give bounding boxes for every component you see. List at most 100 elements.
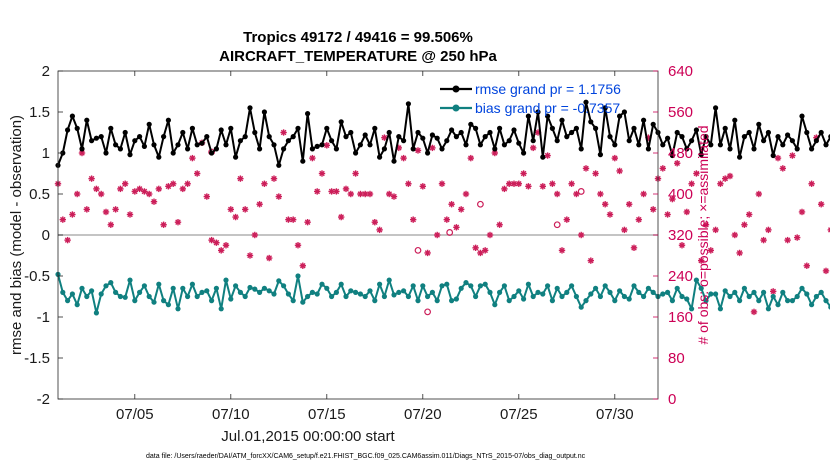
bias-point (372, 298, 378, 304)
rmse-point (357, 142, 363, 148)
obs-marker-stroke (708, 247, 714, 254)
rmse-point (204, 134, 210, 140)
bias-point (199, 289, 205, 295)
rmse-point (780, 142, 786, 148)
obs-assimilated-point (750, 308, 758, 316)
series-layer (55, 99, 830, 316)
bias-point (185, 293, 191, 300)
obs-assimilated-point (477, 249, 484, 257)
obs-assimilated-point (59, 216, 66, 223)
rmse-point (218, 127, 224, 133)
obs-assimilated-point (122, 180, 129, 187)
obs-assimilated-point (386, 190, 393, 198)
rmse-point (660, 142, 666, 148)
bias-point (357, 291, 363, 297)
rmse-point (449, 127, 455, 133)
rmse-point (746, 129, 752, 136)
bias-point (137, 289, 143, 295)
obs-marker-stroke (88, 175, 95, 182)
bias-point (516, 288, 522, 294)
obs-assimilated-point (381, 134, 388, 141)
obs-assimilated-point (323, 142, 330, 149)
obs-marker-stroke (770, 288, 776, 295)
obs-marker-stroke (280, 129, 287, 136)
bias-point (789, 298, 796, 304)
obs-assimilated-point (333, 188, 340, 195)
rmse-point (631, 125, 637, 131)
rmse-point (372, 125, 378, 131)
rmse-point (180, 129, 186, 136)
rmse-point (434, 135, 440, 141)
obs-marker-stroke (232, 214, 239, 220)
rmse-point (233, 154, 239, 160)
obs-marker-stroke (213, 239, 220, 246)
obs-marker-stroke (112, 206, 119, 213)
obs-marker-stroke (84, 206, 90, 213)
bias-point (319, 281, 325, 287)
bias-point (396, 289, 402, 295)
obs-marker-stroke (664, 211, 671, 218)
obs-marker-stroke (79, 150, 85, 156)
bias-point (506, 298, 512, 304)
obs-assimilated-point (64, 236, 71, 244)
rmse-point (165, 117, 171, 123)
obs-marker-stroke (434, 232, 440, 238)
obs-marker-stroke (732, 232, 738, 238)
bias-point (559, 293, 565, 300)
obs-assimilated-point (731, 231, 738, 239)
bias-point (588, 291, 594, 297)
obs-assimilated-point (822, 267, 830, 275)
rmse-point (775, 134, 781, 140)
obs-marker-stroke (780, 165, 786, 172)
rmse-point (727, 146, 733, 152)
rmse-point (516, 140, 522, 146)
obs-assimilated-point (453, 224, 460, 231)
rmse-point (732, 117, 738, 123)
obs-marker-stroke (348, 191, 354, 197)
rmse-point (353, 150, 359, 156)
obs-assimilated-point (131, 188, 138, 195)
bias-point (444, 281, 450, 287)
rmse-point (237, 138, 243, 144)
obs-marker-stroke (64, 237, 71, 243)
obs-marker-stroke (808, 180, 815, 187)
obs-marker-stroke (444, 216, 450, 223)
bias-point (420, 283, 426, 289)
bias-point (165, 302, 171, 308)
bias-point (809, 302, 815, 308)
obs-marker-stroke (640, 191, 647, 197)
bias-point (540, 291, 546, 297)
obs-assimilated-point (150, 198, 158, 205)
obs-marker-stroke (405, 180, 412, 187)
obs-assimilated-point (779, 165, 786, 172)
obs-assimilated-point (429, 144, 436, 152)
bias-point (477, 283, 483, 289)
obs-assimilated-point (414, 147, 422, 154)
obs-marker-stroke (237, 175, 244, 182)
rmse-point (492, 146, 498, 152)
rmse-point (607, 134, 613, 140)
bias-point (511, 293, 517, 300)
rmse-point (333, 146, 339, 152)
rmse-point (381, 146, 387, 152)
rmse-point (621, 109, 628, 115)
obs-marker-stroke (69, 211, 76, 218)
bias-point (194, 293, 200, 300)
bias-point (545, 283, 551, 289)
obs-marker-stroke (607, 211, 613, 218)
bias-point (626, 296, 632, 302)
obs-marker-stroke (794, 234, 800, 241)
bias-point (713, 291, 719, 297)
bias-point (463, 280, 469, 286)
obs-assimilated-point (717, 180, 724, 187)
obs-marker-stroke (228, 206, 234, 213)
obs-marker-stroke (688, 180, 695, 187)
obs-marker-stroke (391, 193, 397, 200)
obs-marker-stroke (151, 198, 157, 205)
legend-rmse-label: rmse grand pr = 1.1756 (475, 81, 621, 97)
obs-assimilated-point (707, 247, 714, 254)
obs-assimilated-point (587, 257, 594, 264)
rmse-point (247, 105, 253, 111)
obs-assimilated-point (237, 175, 244, 182)
rmse-point (698, 152, 704, 158)
